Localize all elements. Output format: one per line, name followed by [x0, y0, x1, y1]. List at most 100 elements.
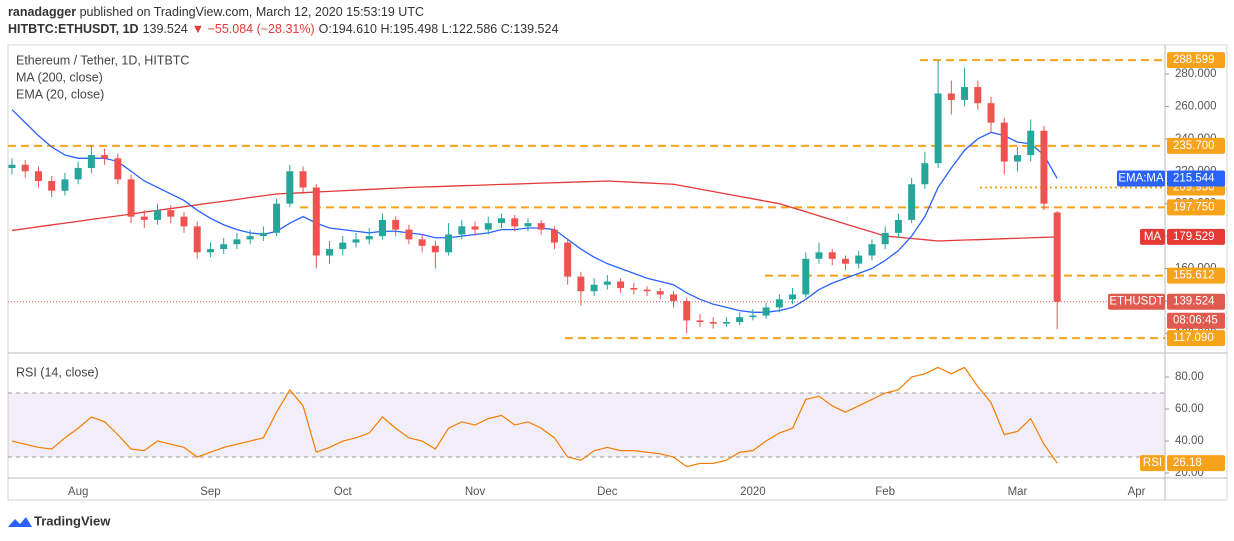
candle-body [841, 258, 849, 264]
price-label-box [1167, 228, 1225, 245]
candle-body [643, 289, 651, 292]
candle-body [947, 93, 955, 100]
candle-body [511, 218, 519, 227]
symbol-line: HITBTC:ETHUSDT, 1D 139.524 ▼ −55.084 (−28.… [8, 22, 562, 36]
rsi-line [11, 366, 1058, 468]
countdown-box [1167, 312, 1225, 329]
price: 139.524 [142, 22, 188, 36]
candle-body [378, 219, 386, 237]
candle-body [484, 223, 492, 230]
candle-body [1027, 130, 1035, 156]
candle-body [405, 229, 413, 240]
candle-body [206, 249, 214, 253]
candle-body [445, 234, 453, 253]
price-label-box [1167, 170, 1225, 187]
candle-body [828, 252, 836, 259]
candle-body [392, 219, 400, 230]
candle-body [683, 300, 691, 321]
tag-label: ETHUSDT [1109, 296, 1163, 308]
candle-body [1053, 212, 1061, 302]
candle-body [868, 244, 876, 256]
candle-body [180, 216, 188, 227]
price-label-box [1167, 330, 1225, 347]
candle-body [339, 242, 347, 250]
price-label-box [1167, 267, 1225, 284]
candle-body [299, 171, 307, 188]
candle-body [140, 216, 148, 220]
tag-label: EMA:MA [1118, 173, 1164, 185]
candle-body [312, 187, 320, 256]
y-tick-label: 80.00 [1175, 371, 1204, 383]
y-tick-label: 260.000 [1175, 100, 1217, 112]
price-label: 197.750 [1173, 201, 1215, 213]
candle-body [815, 252, 823, 259]
price-label-box [1167, 52, 1225, 69]
candle-body [855, 255, 863, 264]
candle-body [908, 184, 916, 220]
candle-body [127, 179, 135, 217]
tag-box [1140, 455, 1165, 472]
candle-body [1040, 130, 1048, 204]
candle-body [273, 203, 281, 233]
price-label: 26.18 [1173, 457, 1202, 469]
candle-body [167, 210, 175, 217]
change: ▼ −55.084 (−28.31%) [191, 22, 315, 36]
candle-body [458, 226, 466, 235]
candle-body [101, 155, 109, 159]
candle-body [471, 226, 479, 230]
price-label-box [1167, 137, 1225, 154]
y-tick-label: 60.00 [1175, 403, 1204, 415]
price-label: 179.529 [1173, 231, 1215, 243]
candle-body [974, 86, 982, 104]
ohlc: O:194.610 H:195.498 L:122.586 C:139.524 [318, 22, 559, 36]
candle-body [220, 244, 228, 250]
ma-line [11, 109, 1058, 313]
legend-entry: EMA (20, close) [16, 87, 104, 101]
tag-box [1108, 293, 1165, 310]
candle-body [762, 307, 770, 316]
candle-body [326, 249, 334, 256]
candle-body [154, 210, 162, 220]
logo[interactable]: TradingView [8, 513, 111, 528]
candle-body [603, 281, 611, 285]
candle-body [775, 299, 783, 308]
candle-body [246, 236, 254, 240]
candle-body [789, 294, 797, 300]
candle-body [259, 232, 267, 237]
price-label: 215.544 [1173, 173, 1215, 185]
candle-body [987, 103, 995, 123]
candle-body [537, 223, 545, 230]
candle-body [894, 219, 902, 233]
x-tick-label: Feb [875, 486, 895, 498]
x-tick-label: Apr [1128, 486, 1146, 498]
legend-entry: MA (200, close) [16, 70, 103, 84]
countdown: 08:06:45 [1173, 315, 1218, 327]
price-label-box [1167, 293, 1225, 310]
rsi-band [8, 393, 1165, 458]
candle-body [921, 163, 929, 185]
candle-body [617, 281, 625, 288]
author[interactable]: ranadagger [8, 5, 77, 19]
candle-body [74, 168, 82, 180]
candle-body [114, 158, 122, 180]
candle-body [61, 179, 69, 191]
brand: TradingView [34, 513, 111, 528]
candle-body [1013, 155, 1021, 162]
publish-line: ranadagger published on TradingView.com,… [8, 5, 424, 19]
candle-body [670, 294, 677, 301]
candle-body [881, 232, 889, 245]
published: published on TradingView.com, March 12, … [79, 5, 424, 19]
candle-body [577, 276, 585, 292]
candle-body [709, 322, 717, 324]
y-tick-label: 40.00 [1175, 435, 1204, 447]
frame [7, 44, 1228, 501]
candle-body [193, 226, 201, 253]
candle-body [48, 180, 56, 191]
symbol: HITBTC:ETHUSDT, 1D [8, 22, 139, 36]
candle-body [656, 291, 664, 295]
x-tick-label: Nov [465, 486, 486, 498]
price-label-box [1167, 455, 1225, 472]
candle-body [21, 164, 29, 172]
price-label: 139.524 [1173, 296, 1215, 308]
